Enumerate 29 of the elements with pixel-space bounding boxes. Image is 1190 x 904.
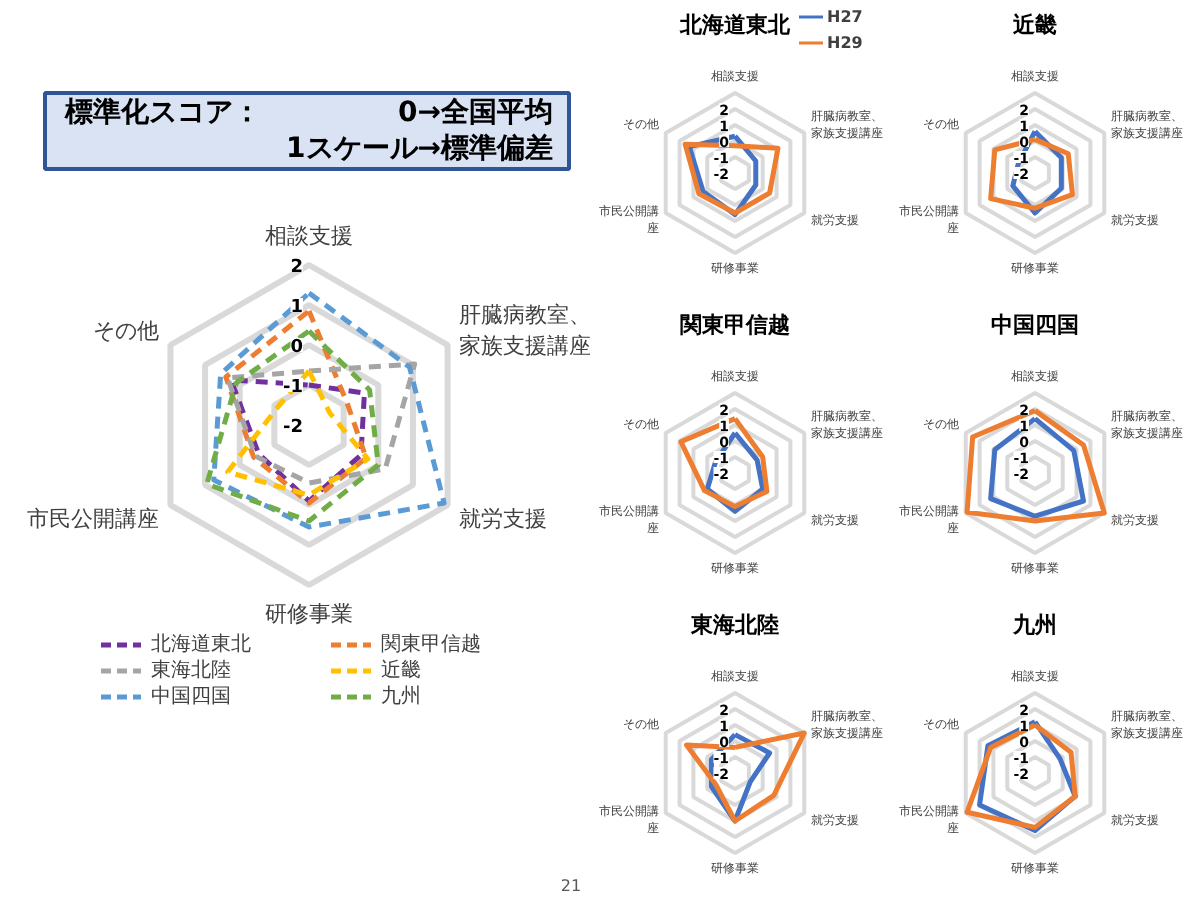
spoke-label: 肝臓病教室、家族支援講座 <box>459 302 591 360</box>
spoke-label: 相談支援 <box>265 223 353 250</box>
chart-title: 九州 <box>1011 612 1057 638</box>
y-tick-label: -2 <box>283 418 303 438</box>
chart-title: 北海道東北 <box>678 12 792 38</box>
legend-label: 中国四国 <box>151 684 231 708</box>
spoke-label: 市民公開講座 <box>27 506 159 533</box>
text: 0→全国平均 <box>398 97 554 129</box>
chart-title: 東海北陸 <box>689 612 779 638</box>
spoke-label: 就労支援 <box>459 506 547 533</box>
legend-label: 東海北陸 <box>151 658 231 682</box>
chart-title: 関東甲信越 <box>680 312 790 338</box>
legend-label: H29 <box>827 34 864 52</box>
chart-title: 中国四国 <box>991 312 1079 338</box>
legend-label: 近畿 <box>381 658 421 682</box>
legend-label: 関東甲信越 <box>381 632 481 656</box>
text: 標準化スコア： <box>63 97 261 129</box>
y-tick-label: 0 <box>290 338 304 358</box>
y-tick-label: -1 <box>283 378 303 398</box>
spoke-label: その他 <box>93 317 159 344</box>
text: 1スケール→標準偏差 <box>286 133 554 165</box>
y-tick-label: 2 <box>290 258 304 278</box>
y-tick-label: 1 <box>290 298 304 318</box>
spoke-label: 研修事業 <box>265 600 353 627</box>
legend-label: 九州 <box>381 684 421 708</box>
chart-title: 近畿 <box>1011 12 1057 38</box>
text: 21 <box>560 877 582 895</box>
legend-label: 北海道東北 <box>151 632 251 656</box>
legend-label: H27 <box>827 8 863 26</box>
